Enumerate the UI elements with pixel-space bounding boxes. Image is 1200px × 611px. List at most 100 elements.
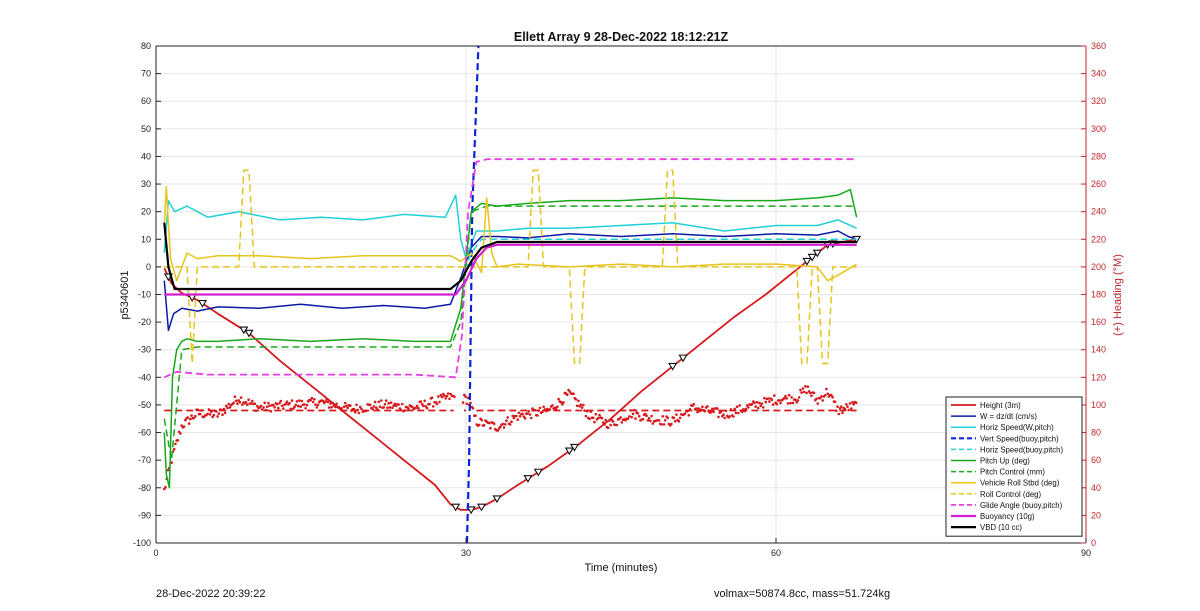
heading-dot: [314, 403, 317, 406]
heading-dot: [734, 411, 738, 415]
heading-dot: [212, 413, 216, 417]
heading-dot: [445, 394, 449, 398]
y-axis-label: p5340601: [119, 271, 131, 320]
heading-dot: [211, 415, 214, 419]
x-tick-label: 60: [771, 548, 781, 558]
legend-label: Vert Speed(buoy,pitch): [980, 434, 1059, 443]
x-tick-label: 90: [1081, 548, 1091, 558]
heading-dot: [845, 403, 848, 406]
heading-dot: [226, 406, 229, 410]
dive-marker: [523, 475, 533, 483]
heading-dot: [784, 394, 787, 398]
heading-dot: [628, 415, 631, 418]
heading-dot: [675, 413, 678, 416]
heading-dot: [241, 403, 244, 406]
heading-dot: [438, 400, 441, 404]
heading-dot: [259, 404, 263, 408]
heading-dot: [575, 404, 579, 408]
y2-tick-label: 80: [1091, 428, 1101, 438]
legend-box: [945, 396, 1083, 537]
heading-dot: [528, 413, 532, 416]
heading-dot: [551, 404, 554, 407]
heading-dot: [572, 392, 575, 396]
heading-dot: [477, 423, 481, 427]
heading-dot: [812, 391, 816, 395]
heading-dot: [439, 393, 443, 397]
heading-dot: [770, 398, 774, 402]
heading-dot: [577, 399, 580, 403]
heading-dot: [826, 392, 829, 396]
heading-dot: [482, 424, 486, 427]
heading-dot: [789, 401, 792, 405]
heading-dot: [521, 412, 524, 416]
heading-dot: [738, 404, 741, 407]
heading-dot: [249, 402, 253, 405]
heading-dot: [360, 407, 363, 411]
heading-dot: [773, 394, 776, 397]
heading-dot: [825, 387, 828, 391]
heading-dot: [609, 423, 612, 427]
dive-marker: [476, 503, 487, 512]
y2-tick-label: 40: [1091, 483, 1101, 493]
heading-dot: [386, 406, 389, 410]
heading-dot: [764, 400, 767, 404]
heading-dot: [184, 418, 187, 422]
heading-dot: [352, 407, 356, 411]
heading-dot: [852, 402, 855, 406]
heading-dot: [448, 397, 451, 401]
series-line: [163, 158, 857, 379]
heading-dot: [759, 404, 762, 408]
heading-dot: [763, 396, 766, 400]
y2-tick-label: 340: [1091, 69, 1106, 79]
heading-dot: [305, 403, 309, 407]
heading-dot: [238, 400, 242, 404]
heading-dot: [600, 416, 604, 420]
legend: Height (3m) W = dz/dt (cm/s) Horiz Speed(W…: [945, 396, 1083, 537]
y-tick-label: -40: [138, 372, 151, 382]
heading-dot: [592, 416, 595, 420]
heading-dot: [854, 401, 858, 405]
heading-dot: [380, 399, 383, 402]
heading-dot: [164, 485, 167, 489]
heading-dot: [285, 400, 289, 404]
heading-dot: [316, 403, 320, 407]
chart-title: Ellett Array 9 28-Dec-2022 18:12:21Z: [514, 30, 729, 44]
heading-dot: [606, 426, 610, 430]
heading-dot: [574, 398, 578, 401]
heading-dot: [220, 408, 223, 412]
heading-dot: [722, 413, 725, 417]
heading-dot: [508, 423, 512, 426]
heading-dot: [723, 416, 726, 420]
heading-dot: [375, 406, 378, 410]
heading-dot: [355, 403, 358, 407]
heading-dot: [465, 402, 469, 406]
legend-label: Horiz Speed(buoy,pitch): [980, 445, 1063, 454]
heading-dot: [391, 406, 394, 410]
heading-dot: [389, 401, 393, 404]
heading-dot: [309, 399, 312, 402]
heading-dot: [464, 395, 467, 399]
heading-dot: [585, 409, 589, 413]
heading-dot: [446, 392, 450, 395]
heading-dot: [225, 404, 228, 408]
heading-dot: [267, 401, 270, 405]
heading-dot: [790, 396, 793, 399]
y2-tick-label: 240: [1091, 207, 1106, 217]
heading-dot: [469, 401, 472, 405]
heading-dot: [499, 425, 502, 429]
heading-dot: [840, 405, 843, 409]
dive-marker: [807, 253, 817, 262]
heading-dot: [712, 410, 715, 414]
heading-dot: [279, 399, 283, 403]
heading-dot: [584, 414, 588, 418]
heading-dot: [645, 414, 648, 418]
heading-dot: [289, 407, 293, 411]
heading-dot: [582, 403, 585, 407]
heading-dot: [269, 410, 273, 413]
y-tick-label: -10: [138, 290, 151, 300]
heading-dot: [754, 405, 757, 408]
y-tick-label: 60: [141, 96, 151, 106]
heading-dot: [706, 405, 709, 408]
heading-dot: [253, 402, 257, 406]
dive-marker: [451, 503, 461, 512]
